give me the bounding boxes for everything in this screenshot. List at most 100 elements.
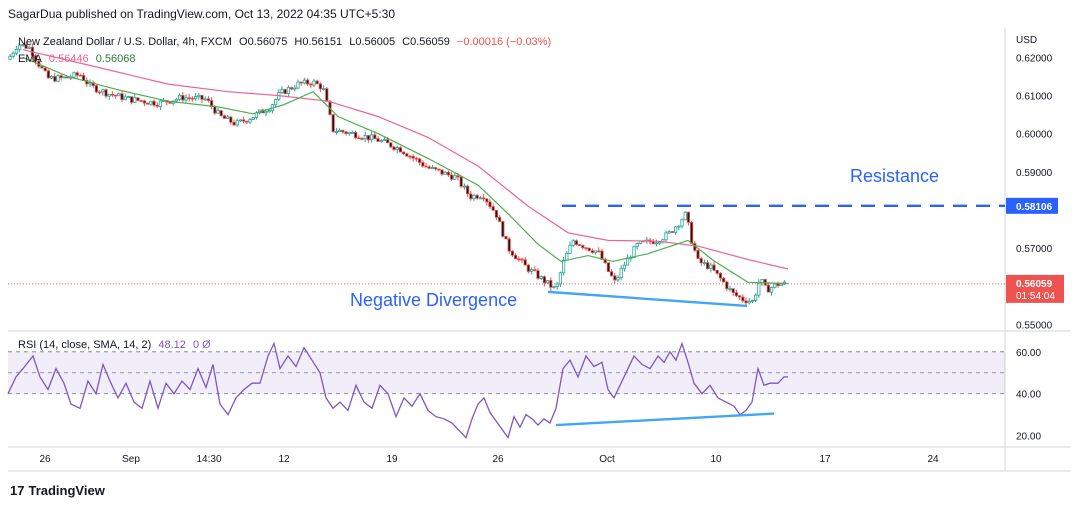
candle-body	[415, 158, 417, 159]
candle-body	[185, 98, 187, 100]
candle-body	[559, 273, 561, 284]
candle-body	[617, 278, 619, 280]
candle-body	[47, 71, 49, 78]
candle-body	[454, 176, 456, 180]
candle-body	[201, 95, 203, 99]
candle-body	[751, 300, 753, 301]
candle-body	[105, 90, 107, 96]
candle-body	[252, 118, 254, 120]
rsi-label[interactable]: RSI (14, close, SMA, 14, 2)	[18, 339, 151, 351]
high-value: H0.56151	[294, 36, 342, 48]
candle-body	[188, 98, 190, 99]
candle-body	[374, 135, 376, 139]
candle-body	[322, 89, 324, 90]
candle-body	[614, 276, 616, 280]
candle-body	[476, 195, 478, 198]
candles-group	[9, 42, 786, 306]
candle-body	[220, 111, 222, 116]
candle-body	[425, 166, 427, 167]
candle-body	[102, 90, 104, 92]
candle-body	[572, 241, 574, 246]
candle-body	[79, 75, 81, 76]
candle-body	[108, 94, 110, 96]
candle-body	[482, 198, 484, 199]
price-tick-label: 0.61000	[1016, 91, 1053, 102]
rsi-legend: RSI (14, close, SMA, 14, 2) 48.12 0 Ø	[18, 339, 215, 351]
candle-body	[498, 217, 500, 221]
time-tick-label: 12	[278, 454, 290, 465]
candle-body	[508, 239, 510, 251]
candle-body	[143, 101, 145, 103]
candle-body	[770, 287, 772, 292]
candle-body	[306, 80, 308, 84]
candle-body	[348, 132, 350, 133]
candle-body	[438, 169, 440, 170]
resistance-text: Resistance	[850, 166, 939, 186]
candle-body	[774, 284, 776, 287]
tradingview-logo-icon: 17	[10, 483, 24, 498]
candle-body	[60, 76, 62, 78]
candle-body	[335, 132, 337, 133]
tradingview-brand[interactable]: 17 TradingView	[10, 483, 105, 498]
candle-body	[73, 73, 75, 77]
candle-body	[233, 122, 235, 125]
candle-body	[150, 101, 152, 104]
candle-body	[50, 76, 52, 78]
candle-body	[713, 265, 715, 270]
candle-body	[486, 199, 488, 202]
symbol-label[interactable]: New Zealand Dollar / U.S. Dollar, 4h, FX…	[18, 36, 232, 48]
candle-body	[758, 283, 760, 296]
rsi-tick-label: 40.00	[1016, 390, 1041, 401]
candle-body	[534, 270, 536, 271]
candle-body	[502, 221, 504, 236]
candle-body	[137, 98, 139, 101]
candle-body	[674, 227, 676, 232]
time-tick-label: Oct	[599, 454, 615, 465]
candle-body	[54, 76, 56, 81]
price-tick-label: 0.57000	[1016, 244, 1053, 255]
candle-body	[300, 82, 302, 83]
candle-body	[396, 148, 398, 150]
candle-body	[287, 88, 289, 94]
candle-body	[351, 132, 353, 133]
ema-fast-value: 0.56068	[96, 53, 136, 65]
candle-body	[431, 168, 433, 169]
candle-body	[447, 172, 449, 175]
candle-body	[678, 226, 680, 227]
candle-body	[367, 135, 369, 139]
candle-body	[620, 269, 622, 278]
candle-body	[575, 241, 577, 245]
candle-body	[473, 195, 475, 198]
candle-body	[738, 296, 740, 297]
ema-fast-line	[23, 57, 788, 283]
candle-body	[732, 289, 734, 293]
candle-body	[636, 243, 638, 246]
candle-body	[198, 95, 200, 96]
low-value: L0.56005	[349, 36, 395, 48]
candle-body	[41, 66, 43, 68]
candle-body	[495, 210, 497, 217]
candle-body	[681, 220, 683, 226]
candle-body	[460, 177, 462, 186]
open-value: O0.56075	[239, 36, 287, 48]
candle-body	[466, 186, 468, 194]
candle-body	[527, 265, 529, 271]
price-tick-label: 0.55000	[1016, 320, 1053, 331]
candle-body	[591, 251, 593, 253]
candle-body	[175, 99, 177, 101]
candle-body	[703, 263, 705, 264]
price-tick-label: 0.62000	[1016, 53, 1053, 64]
candle-body	[553, 287, 555, 288]
ema-label[interactable]: EMA	[18, 53, 42, 65]
candle-body	[313, 81, 315, 85]
candle-body	[316, 81, 318, 84]
candle-body	[242, 120, 244, 121]
candle-body	[194, 96, 196, 98]
candle-body	[246, 121, 248, 122]
candle-body	[633, 247, 635, 258]
candle-body	[63, 77, 65, 78]
close-value: C0.56059	[402, 36, 450, 48]
candle-body	[393, 147, 395, 150]
time-tick-label: 14:30	[196, 454, 221, 465]
publisher-line: SagarDua published on TradingView.com, O…	[8, 7, 395, 21]
